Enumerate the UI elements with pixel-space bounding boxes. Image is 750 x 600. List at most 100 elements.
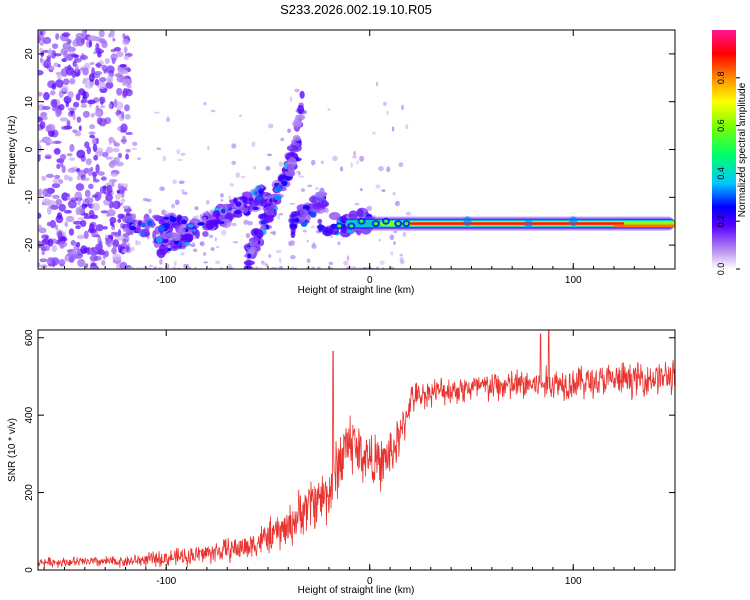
spectrogram-blob [296, 170, 301, 174]
spectrogram-blob [123, 46, 128, 54]
spectrogram-blob [239, 114, 242, 117]
spectrogram-blob [92, 137, 98, 146]
spectrogram-blob [65, 101, 69, 108]
spectrogram-blob [273, 195, 282, 200]
spectrogram-blob [253, 229, 258, 235]
spectrogram-blob [381, 189, 386, 192]
spectrogram-blob [106, 184, 113, 194]
spectrogram-blob [178, 180, 185, 184]
spectrogram-blob [39, 121, 46, 130]
spectrogram-blob [308, 196, 319, 203]
spectrogram-blob [162, 155, 167, 162]
spectrogram-blob [82, 90, 87, 99]
spectrogram-blob [207, 146, 210, 151]
spectrogram-blob [327, 108, 331, 111]
spectrogram-x-tick-label: 0 [367, 275, 373, 286]
spectrogram-blob [40, 245, 48, 252]
spectrogram-blob [52, 194, 60, 200]
spectrogram-blob [220, 193, 224, 198]
spectrogram-blob [203, 101, 207, 106]
spectrogram-blob [80, 103, 87, 108]
spectrogram-blob [61, 165, 66, 174]
spectrogram-blob [58, 241, 68, 248]
spectrogram-x-label: Height of straight line (km) [298, 285, 415, 296]
spectrogram-blob [287, 128, 292, 134]
spectrogram-blob [67, 248, 77, 257]
spectrogram-blob [229, 183, 235, 187]
spectrogram-blob [192, 248, 198, 253]
spectrogram-blob [194, 266, 197, 269]
spectrogram-blob [38, 155, 41, 162]
spectrogram-blob [38, 224, 43, 230]
spectrogram-blob [187, 224, 194, 228]
spectrogram-blob [66, 53, 74, 61]
spectrogram-blob [190, 243, 196, 248]
spectrogram-blob [84, 189, 91, 198]
spectrogram-blob [84, 197, 94, 204]
colorbar-tick-label: 0.6 [716, 119, 726, 132]
spectrogram-blob [113, 142, 120, 147]
spectrogram-blob [82, 110, 90, 118]
spectrogram-blob [94, 109, 102, 117]
spectrogram-blob [247, 220, 253, 226]
spectrogram-blob [115, 101, 124, 110]
spectrogram-blob [124, 113, 131, 120]
spectrogram-blob [205, 199, 210, 205]
spectrogram-blob [57, 230, 63, 239]
spectrogram-blob [180, 219, 187, 225]
spectrogram-blob [281, 180, 288, 187]
spectrogram-blob [75, 225, 81, 230]
spectrogram-blob [289, 96, 293, 102]
spectrogram-blob [89, 254, 99, 262]
spectrogram-blob [298, 175, 305, 178]
spectrogram-blob [76, 174, 81, 181]
spectrogram-blob [290, 223, 297, 228]
spectrogram-blob [135, 240, 142, 246]
spectrogram-blob [569, 216, 578, 227]
spectrogram-blob [102, 226, 108, 230]
spectrogram-image [38, 30, 675, 269]
spectrogram-blob [278, 212, 284, 216]
spectrogram-blob [286, 163, 295, 171]
spectrogram-blob [51, 43, 59, 49]
spectrogram-blob [59, 117, 69, 122]
spectrogram-blob [319, 187, 325, 197]
spectrogram-blob [177, 227, 186, 235]
spectrogram-blob [310, 225, 316, 229]
snr-y-tick-label: 400 [24, 406, 35, 423]
spectrogram-blob [89, 266, 98, 269]
spectrogram-blob [202, 230, 209, 237]
colorbar-tick-label: 0.4 [716, 167, 726, 180]
spectrogram-blob [79, 67, 85, 72]
spectrogram-blob [265, 166, 271, 171]
spectrogram-blob [240, 175, 246, 179]
spectrogram-blob [109, 179, 118, 183]
spectrogram-blob [311, 211, 316, 218]
spectrogram-blob [463, 216, 472, 227]
spectrogram-blob [203, 261, 208, 264]
spectrogram-blob [76, 234, 85, 240]
spectrogram-blob [131, 213, 137, 220]
spectrogram-blob [202, 252, 207, 256]
spectrogram-blob [400, 259, 405, 265]
spectrogram-blob [125, 148, 131, 153]
spectrogram-blob [390, 251, 394, 256]
spectrogram-blob [366, 205, 373, 212]
spectrogram-blob [155, 237, 163, 243]
spectrogram-blob [48, 129, 55, 137]
spectrogram-blob [68, 176, 73, 182]
spectrogram-blob [393, 230, 398, 234]
spectrogram-blob [88, 35, 98, 42]
spectrogram-blob [351, 266, 357, 269]
main-tone-tail [613, 224, 675, 228]
spectrogram-blob [66, 38, 72, 45]
spectrogram-blob [97, 171, 105, 176]
spectrogram-blob [85, 158, 92, 166]
spectrogram-blob [404, 221, 409, 226]
spectrogram-blob [337, 241, 341, 246]
spectrogram-blob [251, 141, 256, 148]
spectrogram-blob [111, 223, 115, 228]
spectrogram-blob [194, 206, 199, 211]
spectrogram-blob [299, 90, 305, 99]
spectrogram-blob [148, 208, 152, 214]
